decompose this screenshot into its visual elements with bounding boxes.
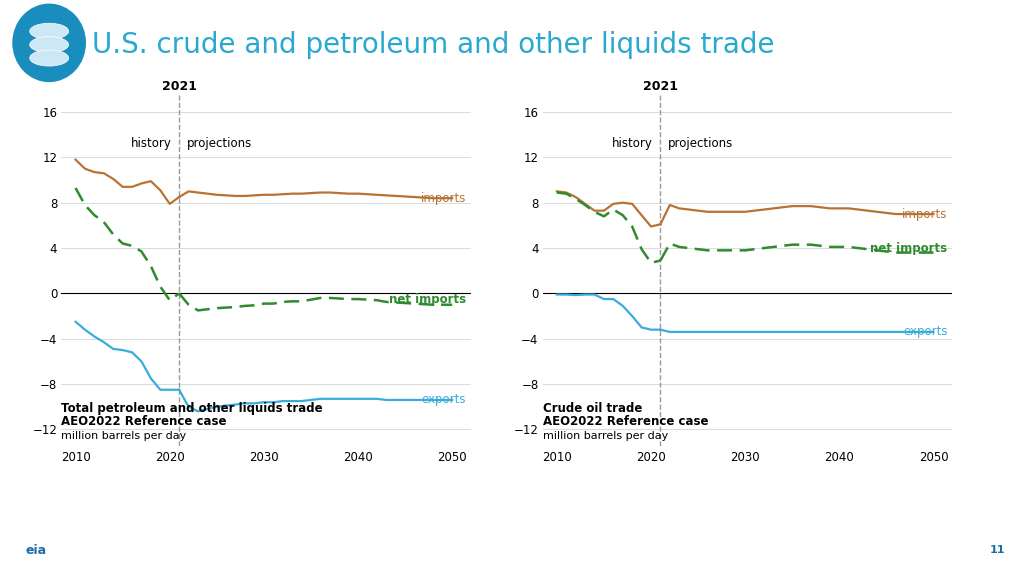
Text: exports: exports: [422, 393, 466, 407]
Text: net imports: net imports: [870, 241, 947, 255]
Text: Annual Energy Outlook 2022: Annual Energy Outlook 2022: [315, 545, 475, 555]
Text: million barrels per day: million barrels per day: [61, 431, 186, 441]
Text: projections: projections: [668, 137, 733, 150]
Circle shape: [608, 530, 1024, 570]
Text: 11: 11: [989, 545, 1006, 555]
Ellipse shape: [30, 37, 69, 52]
Text: exports: exports: [903, 325, 947, 339]
Text: history: history: [131, 137, 172, 150]
Text: (AEO2022): (AEO2022): [444, 545, 508, 555]
Text: Source: U.S. Energy Information Administration,: Source: U.S. Energy Information Administ…: [77, 545, 348, 555]
Text: imports: imports: [421, 192, 466, 204]
Text: projections: projections: [186, 137, 252, 150]
Ellipse shape: [30, 50, 69, 66]
Text: million barrels per day: million barrels per day: [543, 431, 668, 441]
Text: eia: eia: [26, 544, 46, 556]
Text: AEO2022 Reference case: AEO2022 Reference case: [543, 415, 709, 428]
Text: 2021: 2021: [162, 80, 197, 93]
Text: Crude oil trade: Crude oil trade: [543, 401, 642, 415]
Text: net imports: net imports: [389, 293, 466, 306]
Ellipse shape: [30, 23, 69, 39]
Text: AEO2022 Reference case: AEO2022 Reference case: [61, 415, 227, 428]
Text: U.S. crude and petroleum and other liquids trade: U.S. crude and petroleum and other liqui…: [92, 31, 775, 59]
Text: imports: imports: [902, 207, 947, 221]
FancyBboxPatch shape: [0, 530, 75, 570]
Text: www.eia.gov/aeo: www.eia.gov/aeo: [819, 545, 914, 555]
Ellipse shape: [12, 3, 86, 82]
Text: Total petroleum and other liquids trade: Total petroleum and other liquids trade: [61, 401, 323, 415]
Text: 2021: 2021: [643, 80, 678, 93]
Text: history: history: [612, 137, 653, 150]
